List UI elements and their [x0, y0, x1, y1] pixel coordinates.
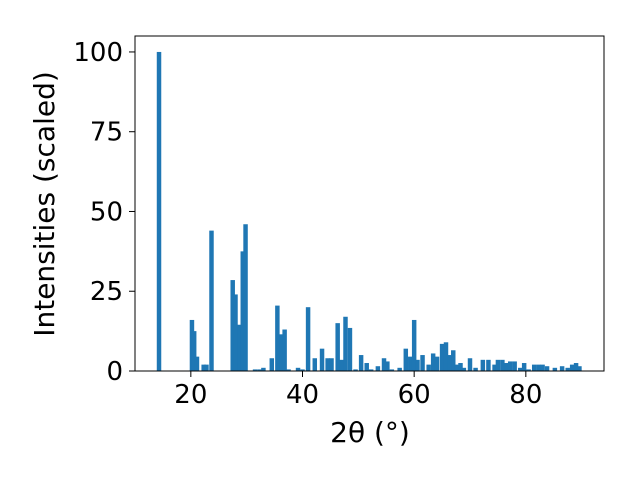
bar	[454, 364, 459, 371]
bar	[492, 364, 497, 371]
bar	[531, 364, 537, 371]
bar	[385, 361, 390, 371]
x-axis-ticks: 20 40 60 80	[174, 371, 542, 410]
bar	[364, 363, 369, 371]
bar	[204, 364, 209, 371]
bar	[569, 364, 575, 371]
bar	[573, 363, 579, 371]
bar	[512, 361, 517, 371]
bar	[500, 359, 505, 371]
bar	[325, 358, 330, 371]
bar	[439, 343, 445, 371]
y-tick-label: 100	[73, 38, 123, 68]
bar	[420, 355, 425, 371]
bar	[194, 356, 200, 371]
bar	[319, 348, 325, 371]
y-axis-ticks: 0 25 50 75 100	[73, 38, 135, 387]
bar	[540, 364, 545, 371]
bar	[156, 51, 162, 371]
bar	[335, 323, 340, 371]
bar	[434, 356, 440, 371]
plot-frame	[134, 35, 605, 372]
bar	[451, 350, 456, 371]
bar	[209, 230, 214, 371]
x-tick-label: 20	[174, 380, 207, 410]
bar	[230, 280, 235, 371]
bar	[507, 361, 513, 371]
bar	[339, 359, 344, 371]
bar	[565, 367, 570, 371]
x-tick-label: 40	[286, 380, 319, 410]
bar	[461, 367, 467, 371]
bar	[282, 329, 287, 371]
bar	[353, 369, 358, 371]
bar	[343, 316, 348, 371]
bar	[397, 367, 402, 371]
bar	[286, 369, 291, 371]
bar	[577, 366, 582, 371]
bar	[430, 353, 436, 371]
bar	[381, 358, 387, 371]
x-axis-label: 2θ (°)	[330, 416, 410, 449]
bar	[408, 356, 413, 371]
bar	[201, 364, 206, 371]
bar	[536, 364, 541, 371]
bar	[275, 305, 280, 371]
bar	[480, 359, 486, 371]
bar	[559, 366, 565, 371]
bar	[269, 358, 275, 371]
bar	[415, 359, 420, 371]
bar	[375, 366, 381, 371]
bar	[486, 359, 491, 371]
bar	[257, 369, 262, 371]
bar	[305, 307, 311, 371]
bar	[261, 367, 266, 371]
y-tick-label: 50	[90, 197, 123, 227]
bar	[443, 342, 449, 371]
bar	[243, 224, 248, 371]
bar-series	[156, 51, 582, 371]
x-tick-label: 60	[398, 380, 431, 410]
bar	[389, 369, 395, 371]
bar	[233, 294, 238, 371]
y-tick-label: 75	[90, 118, 123, 148]
bar	[521, 363, 527, 371]
bar	[426, 364, 431, 371]
bar	[526, 369, 531, 371]
bar	[300, 369, 305, 371]
bar	[518, 367, 523, 371]
x-tick-label: 80	[509, 380, 542, 410]
bar	[473, 367, 478, 371]
bar	[403, 348, 409, 371]
bar	[467, 358, 473, 371]
bar	[240, 251, 245, 371]
bar	[252, 369, 258, 371]
bar	[411, 319, 417, 371]
y-axis-label: Intensities (scaled)	[28, 71, 61, 337]
bar	[312, 358, 318, 371]
bar	[495, 359, 501, 371]
bar	[368, 369, 374, 371]
bar	[447, 355, 452, 371]
bar	[329, 358, 334, 371]
y-tick-label: 25	[90, 277, 123, 307]
bar	[191, 331, 197, 371]
bar	[358, 355, 364, 371]
bar	[295, 367, 301, 371]
bar	[552, 367, 558, 371]
bar	[279, 334, 284, 371]
bar	[347, 327, 353, 371]
bar	[237, 324, 242, 371]
bar	[458, 363, 463, 371]
bar	[504, 363, 509, 371]
bar	[544, 366, 550, 371]
y-tick-label: 0	[106, 357, 123, 387]
